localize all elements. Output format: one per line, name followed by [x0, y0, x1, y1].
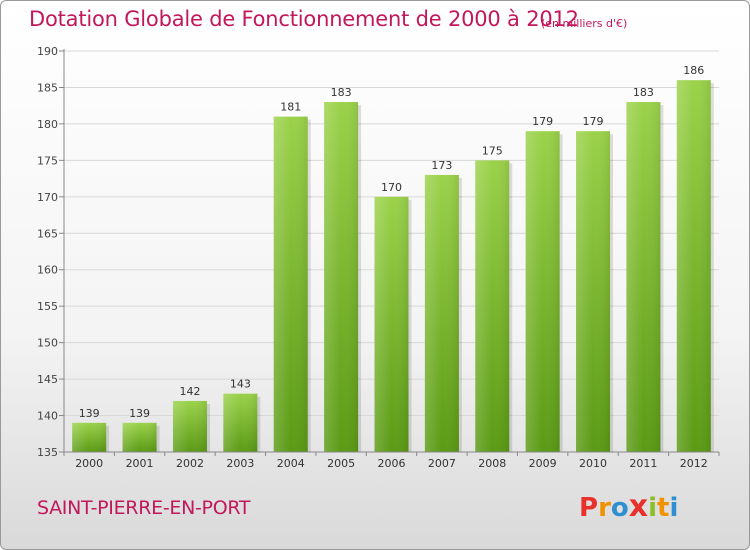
- logo-letter: i: [669, 493, 679, 523]
- data-label-2011: 183: [633, 86, 654, 99]
- logo-letter: t: [657, 493, 670, 523]
- bar-shine: [72, 422, 107, 452]
- x-tick-label-2006: 2006: [378, 457, 406, 470]
- bar-shine: [324, 102, 359, 452]
- x-tick-label-2008: 2008: [478, 457, 506, 470]
- y-tick-label: 165: [37, 227, 58, 240]
- bar-shine: [576, 131, 611, 452]
- data-label-2004: 181: [280, 101, 301, 114]
- logo-letter: i: [648, 493, 658, 523]
- x-tick-label-2010: 2010: [579, 457, 607, 470]
- data-label-2009: 179: [532, 115, 553, 128]
- bars: [72, 80, 714, 453]
- logo-letter: x: [628, 489, 649, 524]
- axes: 135 140 145 150 155 160 165 170 175 180 185 190 2000…: [37, 45, 720, 470]
- y-tick-label: 180: [37, 118, 58, 131]
- y-tick-label: 160: [37, 264, 58, 277]
- x-tick-label-2004: 2004: [277, 457, 305, 470]
- proxiti-logo: Proxiti: [579, 489, 678, 524]
- data-label-2001: 139: [129, 407, 150, 420]
- y-tick-label: 175: [37, 154, 58, 167]
- data-label-2008: 175: [482, 144, 503, 157]
- data-labels: 139 139 142 143 181 183 170 173 175 179 179 183 186: [79, 64, 705, 420]
- data-label-2003: 143: [230, 378, 251, 391]
- data-label-2002: 142: [179, 385, 200, 398]
- x-tick-label-2009: 2009: [529, 457, 557, 470]
- y-tick-label: 185: [37, 81, 58, 94]
- x-tick-label-2002: 2002: [176, 457, 204, 470]
- bar-shine: [122, 422, 157, 452]
- logo-letter: o: [610, 493, 629, 523]
- bar-shine: [626, 102, 661, 452]
- chart-subtitle: (en milliers d'€): [541, 17, 628, 30]
- y-tick-label: 155: [37, 300, 58, 313]
- y-tick-label: 190: [37, 45, 58, 58]
- data-label-2010: 179: [583, 115, 604, 128]
- data-label-2000: 139: [79, 407, 100, 420]
- y-tick-label: 150: [37, 337, 58, 350]
- bar-shine: [676, 80, 711, 452]
- bar-shine: [475, 160, 510, 452]
- logo-letter: P: [579, 493, 599, 523]
- y-tick-label: 170: [37, 191, 58, 204]
- bar-shine: [374, 196, 409, 452]
- bar-shine: [273, 116, 308, 453]
- data-label-2006: 170: [381, 181, 402, 194]
- x-tick-label-2000: 2000: [75, 457, 103, 470]
- x-tick-label-2011: 2011: [629, 457, 657, 470]
- x-tick-label-2005: 2005: [327, 457, 355, 470]
- x-tick-label-2001: 2001: [126, 457, 154, 470]
- logo-letter: r: [598, 493, 611, 523]
- commune-name: SAINT-PIERRE-EN-PORT: [37, 497, 251, 519]
- chart-title: Dotation Globale de Fonctionnement de 20…: [29, 7, 579, 31]
- bar-shine: [223, 393, 258, 452]
- y-tick-label: 140: [37, 410, 58, 423]
- x-tick-label-2007: 2007: [428, 457, 456, 470]
- bar-shine: [424, 174, 459, 453]
- bar-shine: [525, 131, 560, 452]
- bar-shine: [172, 400, 207, 452]
- y-tick-label: 135: [37, 446, 58, 459]
- y-tick-label: 145: [37, 373, 58, 386]
- x-tick-label-2003: 2003: [226, 457, 254, 470]
- data-label-2012: 186: [683, 64, 704, 77]
- data-label-2005: 183: [331, 86, 352, 99]
- x-tick-label-2012: 2012: [680, 457, 708, 470]
- data-label-2007: 173: [431, 159, 452, 172]
